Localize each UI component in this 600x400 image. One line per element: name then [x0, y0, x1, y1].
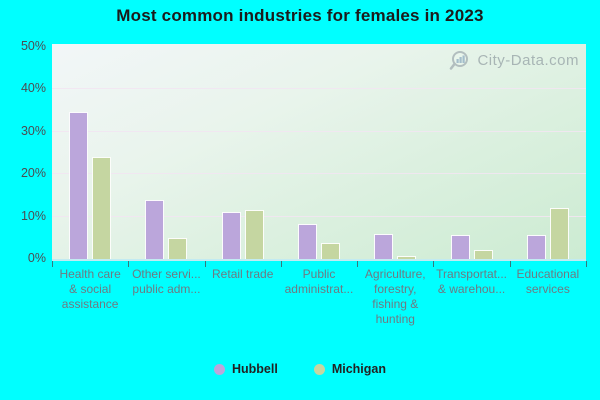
legend-dot	[213, 363, 225, 375]
legend-item-michigan: Michigan	[313, 362, 386, 376]
watermark-text: City-Data.com	[477, 52, 579, 69]
bar-hubbell-5	[450, 234, 470, 259]
x-category-label-1: Other servi... public adm...	[132, 267, 201, 296]
x-category-label-5: Transportat... & warehou...	[436, 267, 507, 296]
bar-hubbell-1	[145, 199, 165, 259]
y-tick-label: 30%	[20, 123, 46, 138]
x-tick	[128, 261, 130, 267]
watermark: City-Data.com	[449, 50, 579, 71]
legend: Hubbell Michigan	[0, 362, 600, 376]
bar-michigan-2	[244, 210, 264, 259]
gridline	[52, 88, 586, 90]
bar-michigan-5	[473, 249, 493, 259]
legend-dot	[313, 363, 325, 375]
x-tick	[509, 261, 511, 267]
bar-michigan-0	[92, 157, 112, 259]
legend-item-hubbell: Hubbell	[213, 362, 278, 376]
y-tick-label: 20%	[20, 166, 46, 181]
bar-hubbell-2	[221, 212, 241, 259]
bar-michigan-3	[321, 243, 340, 259]
x-tick	[433, 261, 435, 267]
x-tick	[280, 261, 282, 267]
x-axis-labels: Health care & social assistance Other servi…	[52, 267, 586, 327]
x-category-label-3: Public administrat...	[284, 267, 354, 296]
y-tick-label: 50%	[20, 39, 46, 53]
bar-michigan-1	[168, 237, 188, 259]
chart-title: Most common industries for females in 20…	[116, 6, 484, 25]
plot-area: City-Data.com	[52, 44, 586, 261]
x-tick	[357, 261, 359, 267]
x-category-label-4: Agriculture, forestry, fishing & hunting	[364, 267, 426, 326]
gridline	[52, 173, 586, 175]
y-tick-label: 0%	[27, 251, 46, 265]
x-category-label-2: Retail trade	[212, 267, 274, 281]
y-tick-label: 40%	[20, 81, 46, 96]
legend-label: Michigan	[331, 362, 386, 376]
x-category-label-6: Educational services	[516, 267, 580, 296]
x-tick	[586, 261, 587, 267]
bar-hubbell-4	[374, 233, 394, 259]
bar-michigan-6	[549, 207, 569, 259]
bar-hubbell-0	[69, 112, 89, 259]
bar-hubbell-3	[298, 224, 317, 259]
bar-michigan-4	[397, 256, 417, 259]
bar-hubbell-6	[526, 234, 546, 259]
y-tick-label: 10%	[20, 208, 46, 223]
x-tick	[204, 261, 206, 267]
gridline	[52, 215, 586, 217]
legend-label: Hubbell	[231, 362, 278, 376]
gridline	[52, 130, 586, 132]
x-tick	[52, 261, 53, 267]
x-category-label-0: Health care & social assistance	[59, 267, 121, 311]
magnifier-icon	[450, 51, 469, 70]
